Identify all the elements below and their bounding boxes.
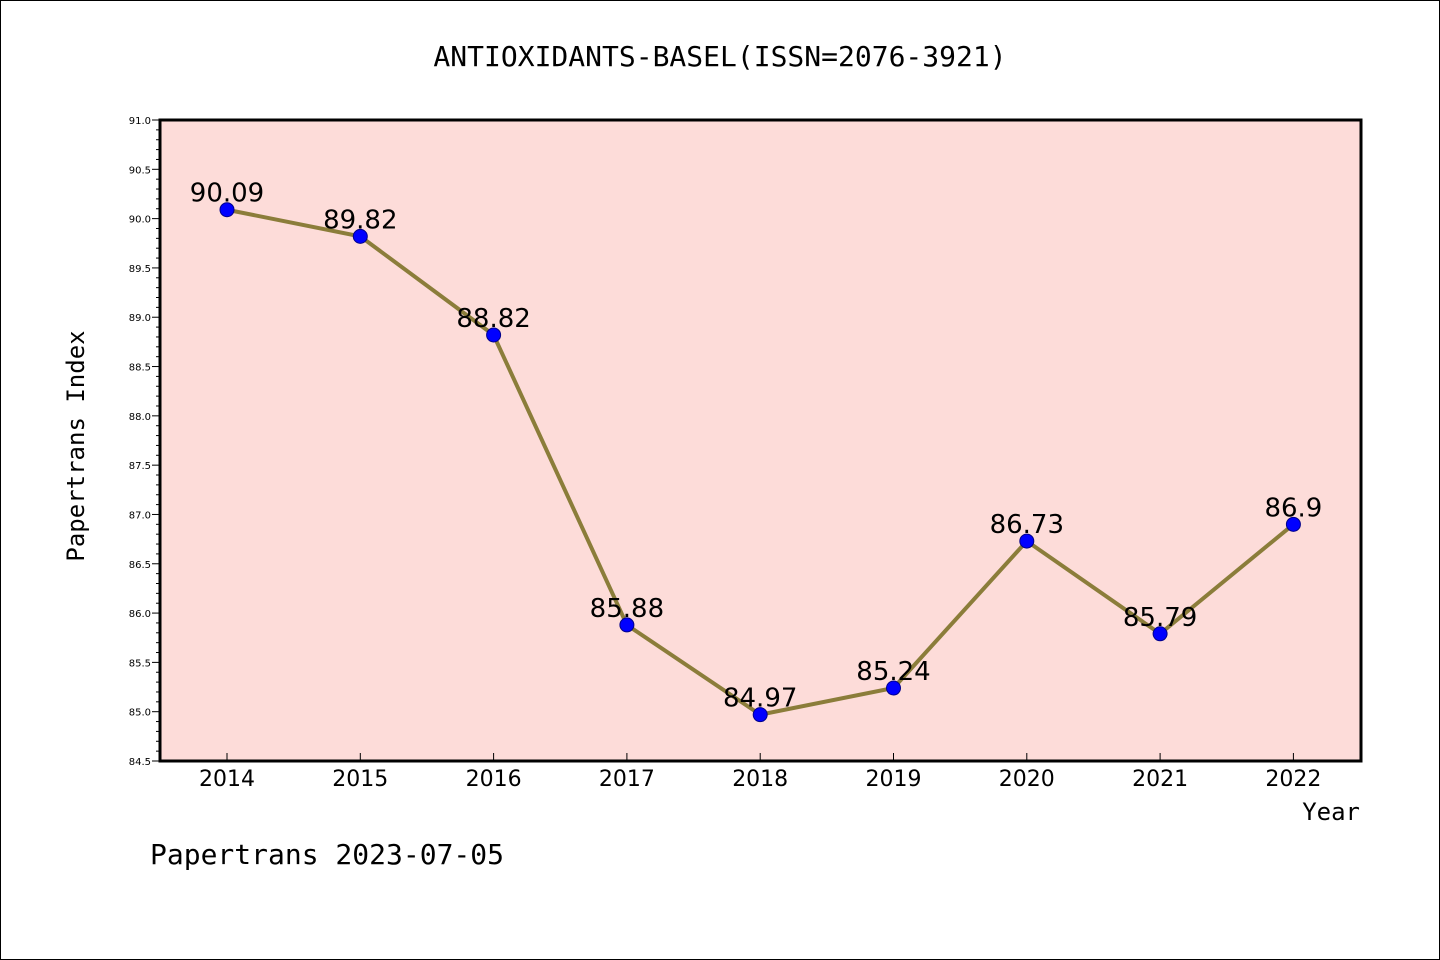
data-labels: 90.09 89.82 88.82 85.88 84.97 85.24 86.73 85.79… xyxy=(190,179,1323,714)
x-tick-label: 2021 xyxy=(1132,767,1188,792)
data-label: 86.73 xyxy=(990,510,1064,540)
y-tick-label: 84.5 xyxy=(129,757,151,768)
y-tick-label: 87.5 xyxy=(129,461,151,472)
x-tick-label: 2019 xyxy=(866,767,922,792)
data-label: 84.97 xyxy=(723,684,797,714)
x-tick-label: 2014 xyxy=(199,767,255,792)
data-point xyxy=(352,228,368,244)
data-label: 86.9 xyxy=(1264,493,1322,523)
y-tick-label: 90.0 xyxy=(129,215,151,226)
plot-border xyxy=(158,118,1363,763)
y-axis: 84.5 85.0 85.5 86.0 86.5 87.0 87.5 88.0 88.5 89.0… xyxy=(129,116,160,768)
data-point xyxy=(219,202,235,218)
plot-area xyxy=(160,120,1361,761)
data-point xyxy=(486,327,502,343)
x-tick-label: 2018 xyxy=(732,767,788,792)
data-point xyxy=(1152,626,1168,642)
series-markers xyxy=(219,202,1301,723)
data-label: 89.82 xyxy=(323,205,397,235)
data-label: 90.09 xyxy=(190,179,264,209)
x-axis: 2014 2015 2016 2017 2018 2019 2020 2021 2022 xyxy=(199,753,1321,792)
data-point xyxy=(1285,516,1301,532)
x-axis-label: Year xyxy=(1302,798,1360,826)
y-tick-label: 86.5 xyxy=(129,560,151,571)
y-tick-label: 85.5 xyxy=(129,658,151,669)
footer-text: Papertrans 2023-07-05 xyxy=(150,838,504,871)
y-tick-label: 89.5 xyxy=(129,264,151,275)
y-axis-label: Papertrans Index xyxy=(62,330,90,561)
chart-title: ANTIOXIDANTS-BASEL(ISSN=2076-3921) xyxy=(433,40,1006,73)
y-tick-label: 88.5 xyxy=(129,363,151,374)
y-tick-label: 91.0 xyxy=(129,116,151,127)
data-label: 85.79 xyxy=(1123,603,1197,633)
y-tick-label: 87.0 xyxy=(129,510,151,521)
y-tick-label: 88.0 xyxy=(129,412,151,423)
y-tick-label: 86.0 xyxy=(129,609,151,620)
data-point xyxy=(886,680,901,696)
data-point xyxy=(1019,533,1035,549)
y-tick-label: 85.0 xyxy=(129,708,151,719)
x-tick-label: 2016 xyxy=(466,767,522,792)
x-tick-label: 2017 xyxy=(599,767,655,792)
data-point xyxy=(752,707,768,723)
y-tick-label: 90.5 xyxy=(129,165,151,176)
data-label: 85.24 xyxy=(856,657,930,687)
x-tick-label: 2015 xyxy=(332,767,388,792)
data-label: 85.88 xyxy=(590,594,664,624)
data-point xyxy=(619,617,635,633)
x-tick-label: 2020 xyxy=(999,767,1055,792)
data-label: 88.82 xyxy=(456,304,530,334)
y-tick-label: 89.0 xyxy=(129,313,151,324)
x-tick-label: 2022 xyxy=(1265,767,1321,792)
